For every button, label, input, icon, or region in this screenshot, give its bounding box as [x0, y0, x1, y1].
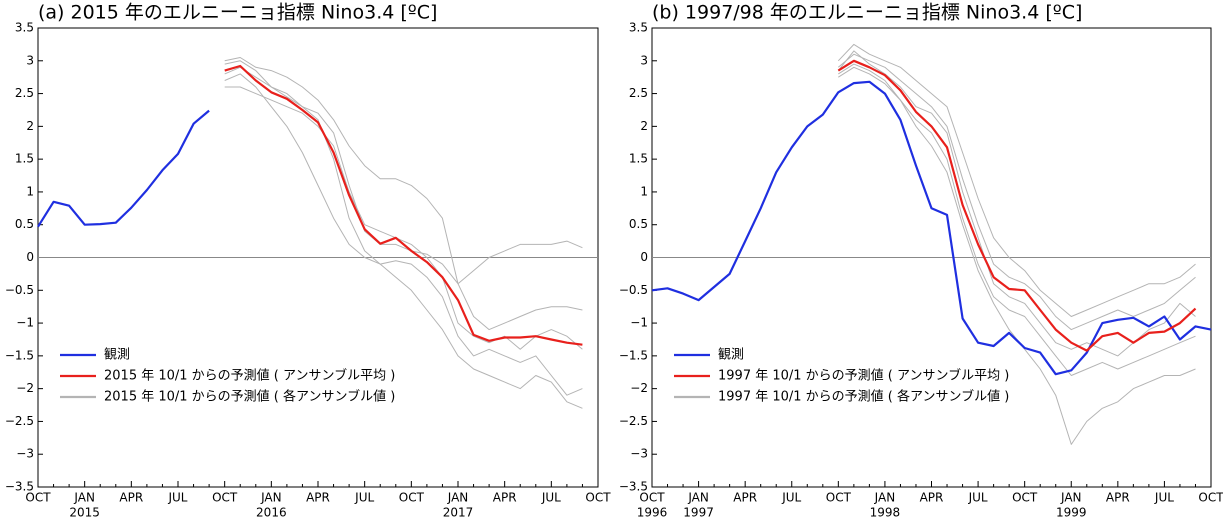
chart-title: (a) 2015 年のエルニーニョ指標 Nino3.4 [ºC]: [38, 2, 437, 24]
member-line: [224, 73, 583, 409]
x-tick-label: JAN: [447, 491, 469, 505]
y-tick-label: 1: [26, 184, 34, 198]
x-tick-label: OCT: [1198, 491, 1223, 505]
y-tick-label: −1.5: [5, 348, 34, 362]
legend-label: 観測: [104, 348, 130, 363]
member-line: [838, 63, 1196, 445]
y-tick-label: −2.5: [619, 414, 648, 428]
x-tick-label: JAN: [260, 491, 282, 505]
series-line: [224, 64, 583, 346]
member-line: [224, 57, 583, 331]
y-tick-label: −1: [630, 316, 648, 330]
x-tick-label: JAN: [1060, 491, 1082, 505]
series-line: [651, 80, 1212, 376]
legend-label: 観測: [718, 348, 744, 363]
member-line: [224, 60, 583, 285]
x-year-label: 2016: [256, 506, 287, 520]
y-tick-label: 0.5: [15, 217, 34, 231]
x-year-label: 1998: [870, 506, 901, 520]
y-tick-label: 1.5: [629, 152, 648, 166]
y-tick-label: 0: [640, 250, 648, 264]
x-tick-label: JUL: [167, 491, 187, 505]
x-tick-label: APR: [1106, 491, 1130, 505]
x-year-label: 1999: [1056, 506, 1087, 520]
x-tick-label: JUL: [968, 491, 988, 505]
series-line: [837, 59, 1197, 352]
y-tick-label: 3: [640, 53, 648, 67]
x-tick-label: JUL: [1154, 491, 1174, 505]
x-tick-label: APR: [733, 491, 757, 505]
y-tick-label: 2.5: [629, 86, 648, 100]
y-tick-label: −0.5: [619, 283, 648, 297]
x-tick-label: JAN: [687, 491, 709, 505]
y-tick-label: 3.5: [15, 21, 34, 35]
y-tick-label: −3: [630, 447, 648, 461]
legend-label: 2015 年 10/1 からの予測値 ( 各アンサンブル値 ): [104, 389, 395, 405]
member-line: [837, 53, 1196, 331]
legend-label: 1997 年 10/1 からの予測値 ( 各アンサンブル値 ): [718, 389, 1009, 405]
y-tick-label: −3: [16, 447, 34, 461]
x-tick-label: OCT: [399, 491, 425, 505]
x-tick-label: JUL: [541, 491, 561, 505]
chart-title: (b) 1997/98 年のエルニーニョ指標 Nino3.4 [ºC]: [652, 2, 1082, 24]
y-tick-label: 1: [640, 184, 648, 198]
member-line: [224, 66, 583, 396]
x-tick-label: OCT: [585, 491, 611, 505]
member-line: [837, 43, 1196, 317]
x-tick-label: OCT: [25, 491, 51, 505]
x-year-label: 1996: [637, 506, 668, 520]
x-tick-label: OCT: [1012, 491, 1038, 505]
x-tick-label: APR: [119, 491, 143, 505]
x-year-label: 2015: [69, 506, 100, 520]
y-tick-label: −3.5: [619, 480, 648, 494]
x-tick-label: OCT: [212, 491, 238, 505]
y-tick-label: −2: [630, 381, 648, 395]
y-tick-label: 2: [640, 119, 648, 133]
x-tick-label: JAN: [874, 491, 896, 505]
y-tick-label: −0.5: [5, 283, 34, 297]
y-tick-label: 2: [26, 119, 34, 133]
legend-label: 1997 年 10/1 からの予測値 ( アンサンブル平均 ): [718, 368, 1009, 384]
legend-label: 2015 年 10/1 からの予測値 ( アンサンブル平均 ): [104, 368, 395, 384]
member-line: [837, 50, 1196, 357]
x-tick-label: OCT: [826, 491, 852, 505]
y-tick-label: −2: [16, 381, 34, 395]
y-tick-label: −3.5: [5, 480, 34, 494]
y-tick-label: 3: [26, 53, 34, 67]
x-tick-label: OCT: [639, 491, 665, 505]
x-tick-label: JUL: [354, 491, 374, 505]
x-tick-label: APR: [493, 491, 517, 505]
x-tick-label: JAN: [73, 491, 95, 505]
y-tick-label: 2.5: [15, 86, 34, 100]
x-tick-label: JUL: [781, 491, 801, 505]
x-tick-label: APR: [920, 491, 944, 505]
y-tick-label: 0.5: [629, 217, 648, 231]
member-line: [224, 86, 583, 350]
series-line: [37, 109, 210, 228]
y-tick-label: −1: [16, 316, 34, 330]
x-year-label: 1997: [683, 506, 714, 520]
x-year-label: 2017: [443, 506, 474, 520]
y-tick-label: 3.5: [629, 21, 648, 35]
y-tick-label: 1.5: [15, 152, 34, 166]
x-tick-label: APR: [306, 491, 330, 505]
y-tick-label: −1.5: [619, 348, 648, 362]
y-tick-label: 0: [26, 250, 34, 264]
member-line: [838, 66, 1196, 376]
y-tick-label: −2.5: [5, 414, 34, 428]
